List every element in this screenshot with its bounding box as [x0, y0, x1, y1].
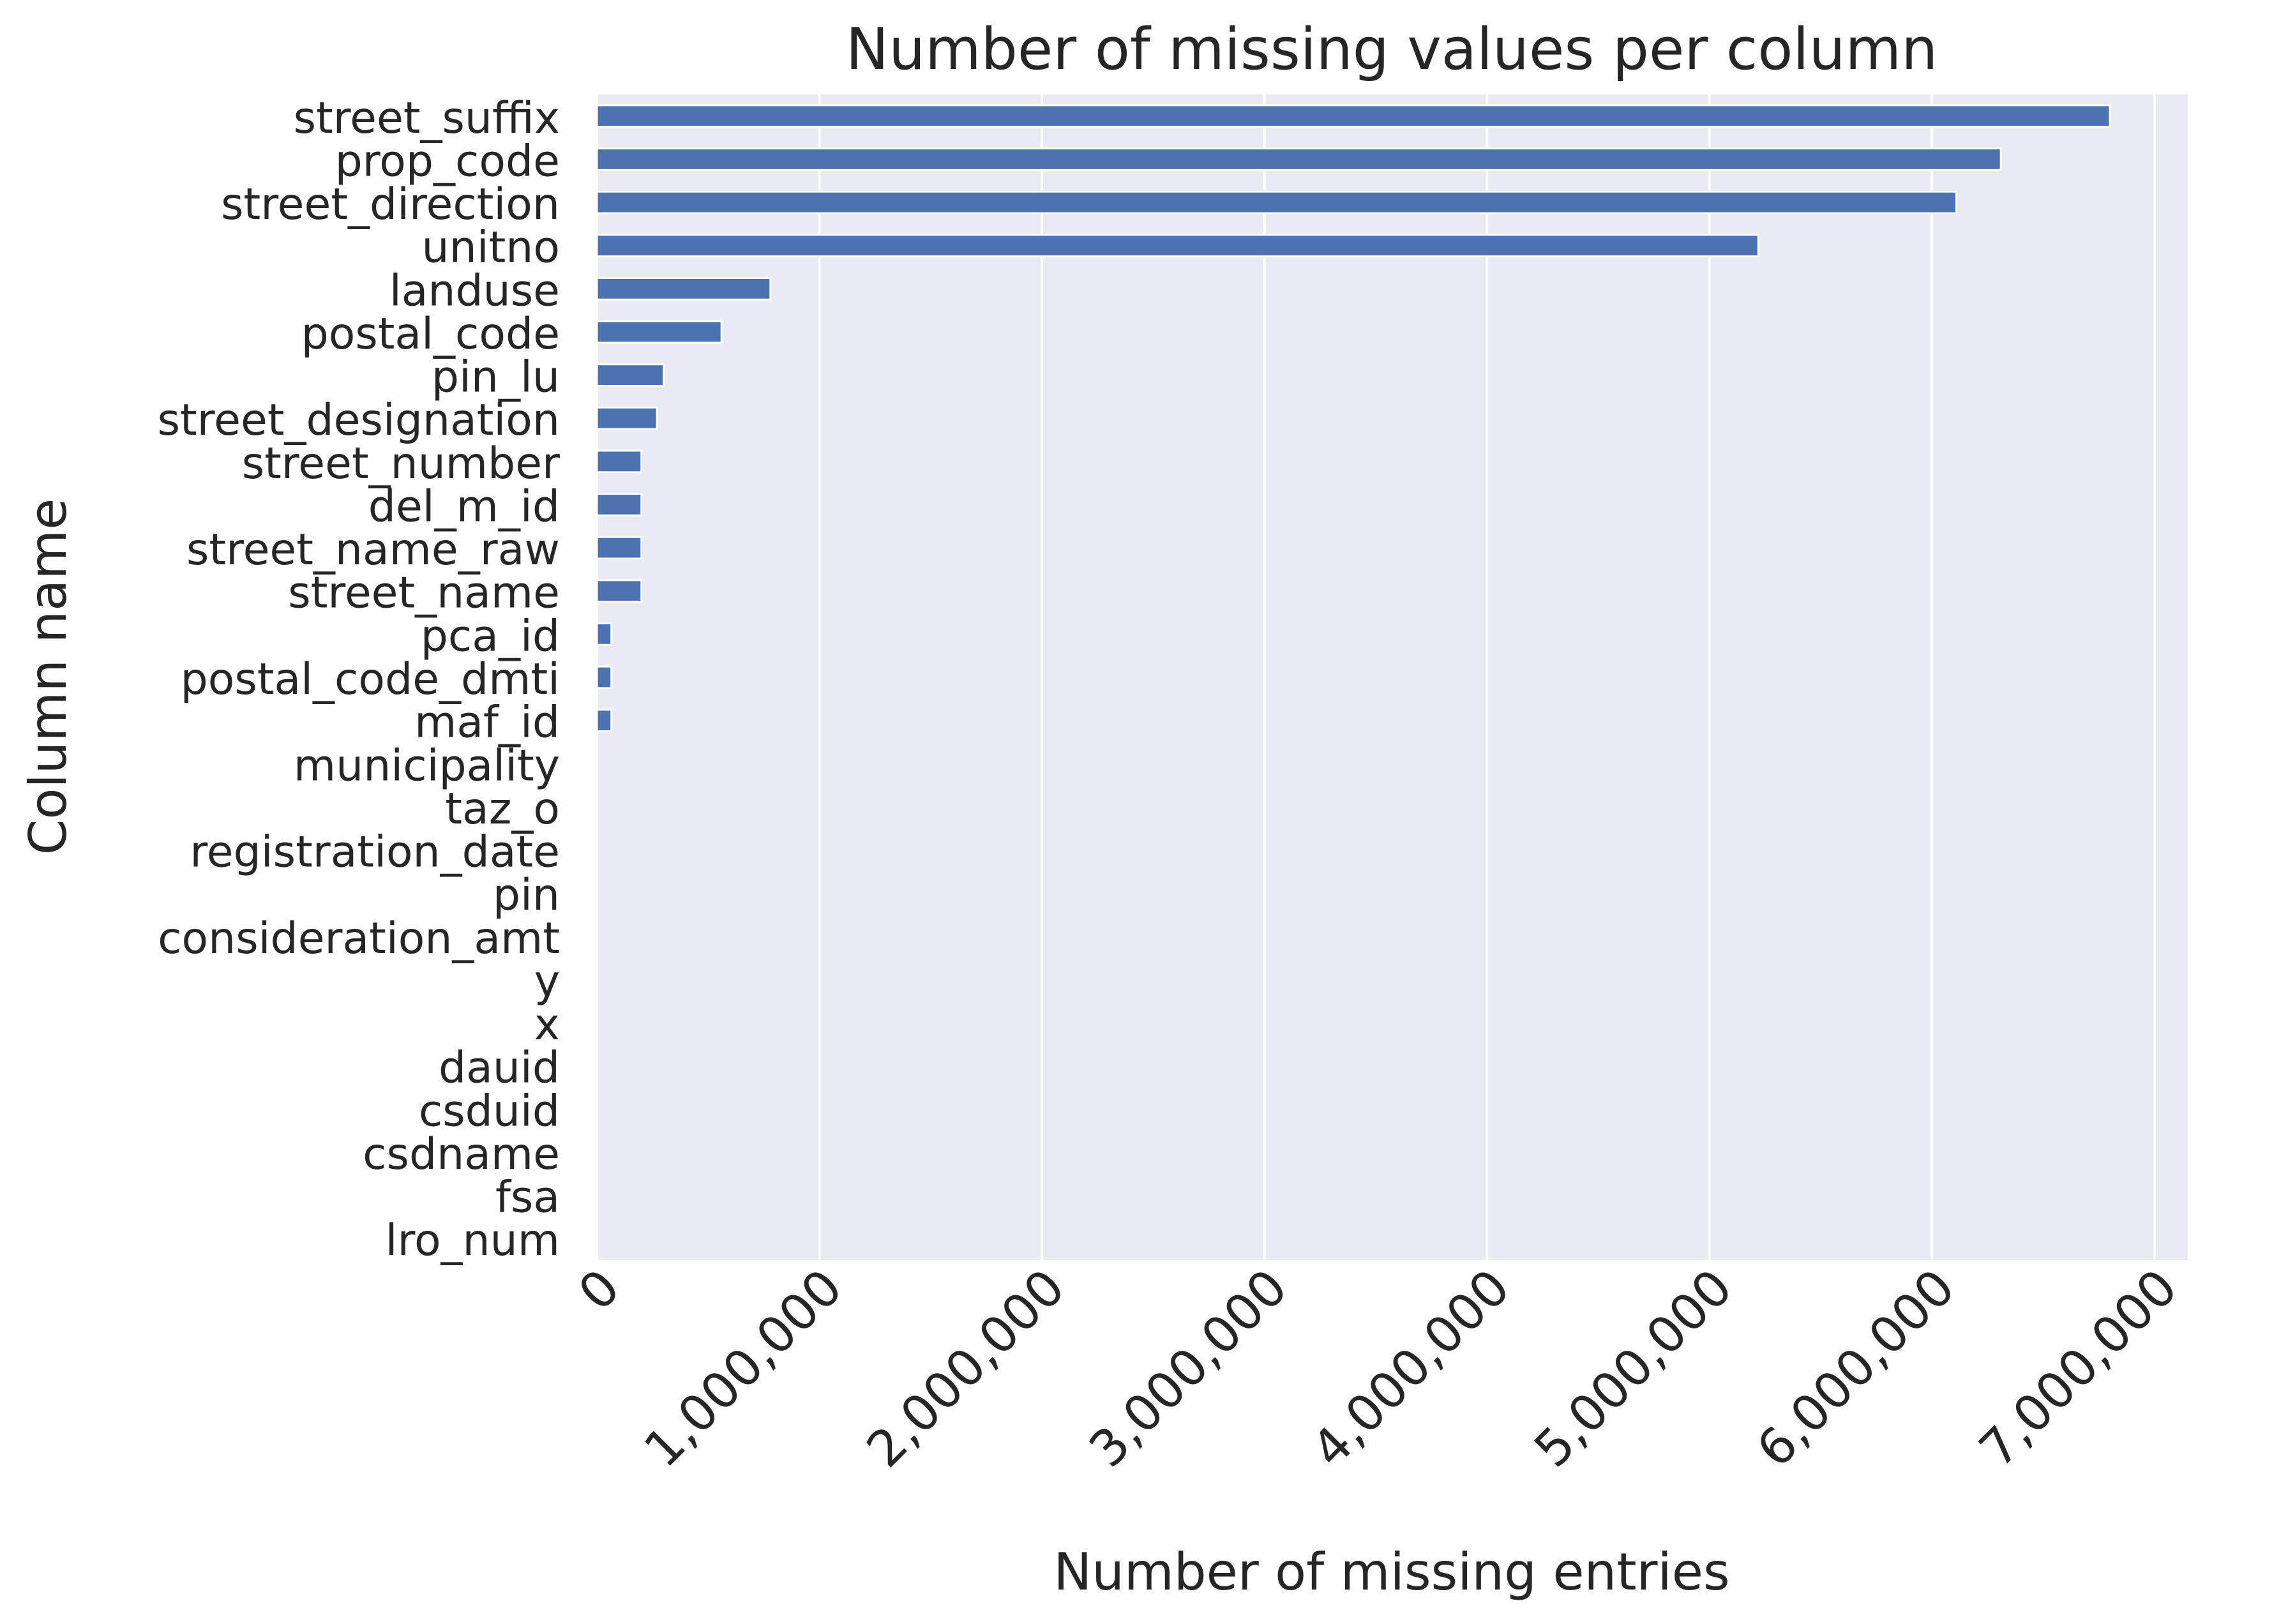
y-tick-label: street_number	[242, 439, 560, 489]
y-tick-label: street_direction	[221, 179, 560, 230]
plot-area	[597, 94, 2188, 1260]
y-tick-label: csdname	[363, 1129, 560, 1180]
y-tick-label: street_suffix	[294, 93, 560, 144]
y-tick-label: maf_id	[414, 698, 560, 748]
y-tick-label: street_designation	[158, 395, 560, 446]
y-tick-label: dauid	[439, 1043, 560, 1094]
bar-prop-code	[596, 147, 2002, 171]
bar-postal-code-dmti	[596, 665, 613, 689]
y-tick-label: landuse	[389, 266, 560, 316]
bar-landuse	[596, 276, 772, 301]
y-tick-label: del_m_id	[368, 481, 560, 532]
y-tick-label: registration_date	[190, 827, 560, 878]
bar-street-name-raw	[596, 536, 643, 560]
bar-unitno	[596, 234, 1759, 258]
y-tick-label: pin_lu	[432, 352, 560, 403]
y-tick-label: unitno	[422, 223, 560, 273]
bar-pca-id	[596, 622, 613, 646]
bar-street-suffix	[596, 104, 2111, 128]
y-tick-label: y	[534, 956, 560, 1007]
y-tick-label: pin	[493, 870, 560, 921]
bar-street-number	[596, 449, 643, 474]
y-axis-label: Column name	[19, 499, 78, 855]
y-tick-label: postal_code	[301, 309, 560, 359]
y-tick-label: fsa	[495, 1173, 560, 1223]
bar-street-direction	[596, 190, 1958, 214]
bars	[596, 104, 2111, 733]
bar-postal-code	[596, 320, 723, 344]
bar-pin-lu	[596, 363, 665, 387]
y-tick-label: x	[534, 1000, 560, 1050]
y-tick-label: street_name_raw	[186, 525, 560, 575]
x-axis-label: Number of missing entries	[1053, 1542, 1729, 1602]
bar-street-name	[596, 579, 643, 603]
y-tick-label: taz_o	[445, 784, 560, 834]
bar-del-m-id	[596, 493, 643, 516]
bar-street-designation	[596, 406, 658, 430]
y-tick-label: postal_code_dmti	[181, 654, 560, 705]
y-tick-label: lro_num	[386, 1215, 560, 1266]
y-tick-label: csduid	[419, 1086, 560, 1136]
bar-maf-id	[596, 709, 613, 733]
y-tick-label: street_name	[288, 568, 560, 619]
y-tick-label: prop_code	[335, 136, 560, 186]
chart-title: Number of missing values per column	[846, 16, 1938, 83]
y-tick-label: pca_id	[421, 611, 560, 661]
y-tick-labels: street_suffixprop_codestreet_directionun…	[158, 93, 560, 1266]
y-tick-label: consideration_amt	[158, 914, 560, 964]
y-tick-label: municipality	[294, 741, 560, 791]
